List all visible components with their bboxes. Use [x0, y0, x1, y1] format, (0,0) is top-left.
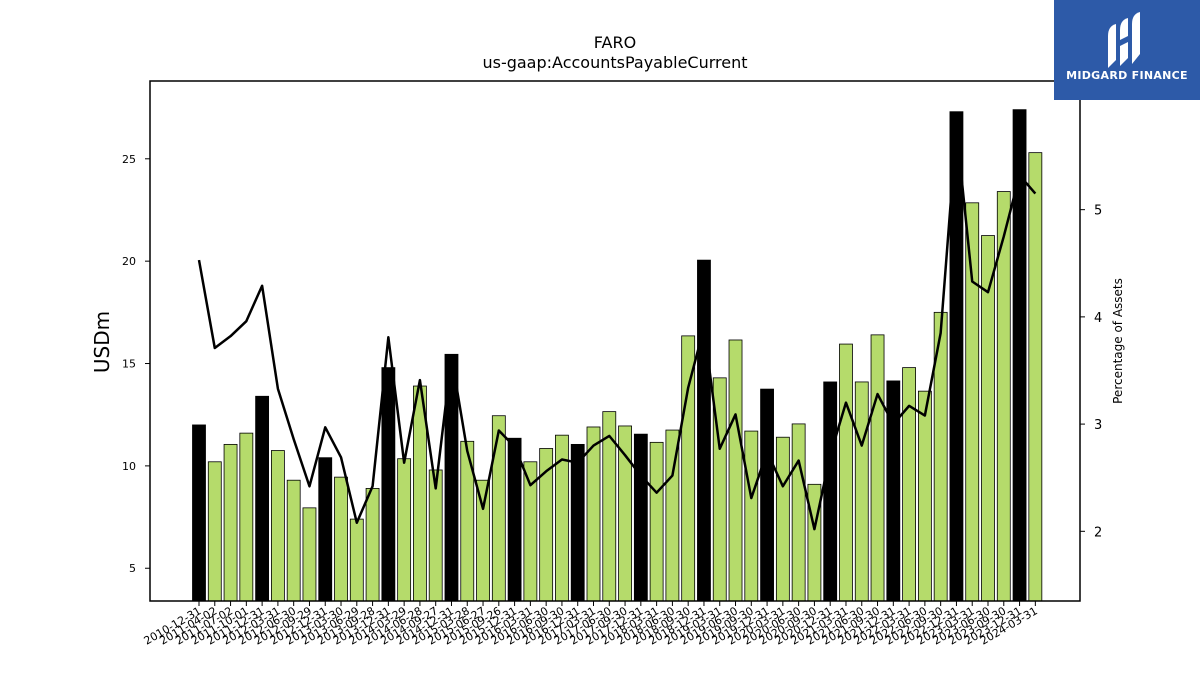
bar-2012-12-31	[318, 457, 333, 602]
chart-title: FARO	[594, 33, 636, 52]
logo-mark-icon	[1108, 12, 1140, 68]
bar-2015-06-27	[476, 479, 490, 602]
bar-2019-06-30	[728, 339, 743, 602]
left-axis-ticks: 5 10 15 20 25	[122, 153, 150, 575]
bar-2021-09-30	[870, 334, 885, 602]
y2-tick-label: 4	[1094, 311, 1102, 326]
chart-subtitle: us-gaap:AccountsPayableCurrent	[482, 53, 747, 72]
y-axis-label: USDm	[90, 311, 114, 373]
logo: MIDGARD FINANCE	[1054, 0, 1200, 100]
bar-2017-03-31	[586, 426, 601, 602]
y-tick-label: 10	[122, 460, 136, 473]
bar-2013-03-30	[334, 476, 348, 602]
bar-2019-09-30	[744, 430, 759, 602]
bar-2010-12-31	[192, 424, 206, 602]
plot-frame	[149, 80, 1081, 602]
bar-2018-09-30	[681, 335, 696, 602]
bars-layer	[192, 109, 1043, 602]
bar-2012-03-31	[270, 450, 285, 602]
bar-2020-12-31	[823, 381, 838, 602]
bar-2012-06-30	[286, 479, 301, 602]
bar-2020-03-31	[775, 436, 790, 602]
bar-2023-12-31	[1012, 109, 1027, 602]
bar-2018-03-31	[649, 441, 664, 602]
logo-text: MIDGARD FINANCE	[1066, 69, 1188, 82]
bar-2011-10-01	[239, 432, 254, 602]
bar-2020-06-30	[791, 423, 806, 602]
bar-2019-12-31	[760, 388, 774, 602]
bar-2016-12-31	[570, 443, 585, 602]
bar-2013-06-29	[349, 518, 364, 602]
bar-2014-03-29	[397, 458, 412, 602]
y-tick-label: 20	[122, 255, 136, 268]
y2-tick-label: 5	[1094, 204, 1102, 219]
bar-2021-03-31	[839, 343, 853, 602]
bar-2020-09-30	[807, 483, 822, 602]
x-axis-ticks: 2010-12-312011-04-022011-07-022011-10-01…	[142, 601, 1040, 648]
y-tick-label: 15	[122, 358, 136, 371]
bar-2024-03-31	[1028, 152, 1043, 602]
y2-tick-label: 3	[1094, 418, 1102, 433]
percent-of-assets-line	[197, 126, 1037, 531]
bar-2011-07-02	[223, 443, 238, 602]
y2-axis-label: Percentage of Assets	[1111, 278, 1125, 404]
y-tick-label: 5	[129, 562, 136, 575]
y-tick-label: 25	[122, 153, 136, 166]
bar-2013-12-31	[381, 367, 396, 602]
right-axis-ticks: 2 3 4 5	[1080, 204, 1102, 540]
bar-2011-04-02	[207, 461, 222, 602]
bar-2022-06-30	[917, 390, 932, 602]
bar-2022-03-31	[902, 367, 916, 602]
bar-2011-12-31	[255, 395, 270, 602]
bar-2012-09-29	[302, 507, 317, 602]
bar-2017-09-30	[618, 425, 632, 602]
bar-2017-12-31	[633, 433, 648, 602]
bar-2015-12-31	[507, 437, 522, 602]
bar-2018-12-31	[697, 259, 711, 602]
bar-2013-09-28	[365, 487, 380, 602]
y2-tick-label: 2	[1094, 525, 1102, 540]
bar-2021-06-30	[854, 381, 869, 602]
bar-2015-09-26	[491, 415, 506, 602]
bar-2023-03-31	[965, 202, 980, 602]
